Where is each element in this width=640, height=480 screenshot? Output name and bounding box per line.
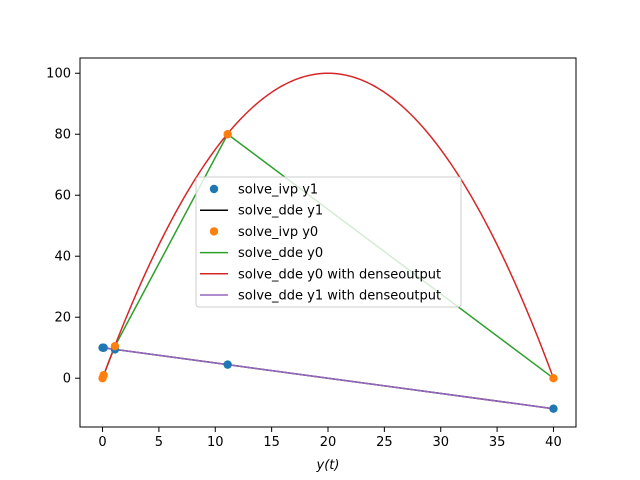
y-tick-label: 80 bbox=[54, 128, 71, 143]
axis-ticks: 0 5 10 15 20 25 30 35 40 0 20 40 60 80 100 bbox=[46, 67, 562, 450]
y-tick-label: 0 bbox=[63, 372, 71, 387]
y-tick-label: 20 bbox=[54, 311, 71, 326]
x-tick-label: 10 bbox=[207, 435, 224, 450]
legend: solve_ivp y1 solve_dde y1 solve_ivp y0 solv… bbox=[195, 176, 462, 308]
series-0-point bbox=[549, 404, 558, 413]
x-tick-label: 15 bbox=[263, 435, 280, 450]
legend-label-5: solve_dde y1 with denseoutput bbox=[238, 289, 441, 304]
legend-label-1: solve_dde y1 bbox=[238, 204, 323, 219]
x-tick-label: 25 bbox=[376, 435, 393, 450]
series-0-point bbox=[223, 360, 232, 369]
plot-area bbox=[98, 72, 558, 413]
series-curve-4 bbox=[101, 72, 555, 379]
y-tick-label: 100 bbox=[46, 67, 71, 82]
series-2-point bbox=[99, 370, 108, 380]
x-tick-label: 35 bbox=[489, 435, 506, 450]
legend-box bbox=[195, 176, 462, 308]
x-tick-label: 40 bbox=[545, 435, 562, 450]
series-2-point bbox=[110, 341, 120, 351]
legend-label-0: solve_ivp y1 bbox=[238, 183, 318, 198]
legend-marker-2 bbox=[209, 227, 219, 236]
series-2-point bbox=[223, 130, 232, 139]
x-tick-label: 30 bbox=[432, 435, 449, 450]
legend-label-3: solve_dde y0 bbox=[238, 246, 323, 261]
y-tick-label: 60 bbox=[54, 189, 71, 204]
legend-label-4: solve_dde y0 with denseoutput bbox=[238, 267, 441, 282]
series-0-point bbox=[99, 343, 108, 352]
legend-marker-0 bbox=[209, 184, 219, 194]
series-curve-5 bbox=[102, 346, 554, 410]
series-2-point bbox=[549, 374, 558, 383]
x-tick-label: 0 bbox=[98, 435, 106, 450]
x-tick-label: 20 bbox=[320, 435, 337, 450]
x-tick-label: 5 bbox=[155, 435, 163, 450]
legend-label-2: solve_ivp y0 bbox=[238, 225, 318, 240]
y-tick-label: 40 bbox=[54, 250, 71, 265]
x-axis-label: y(t) bbox=[316, 458, 340, 473]
